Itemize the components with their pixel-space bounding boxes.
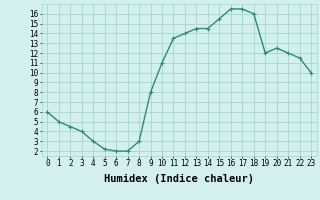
X-axis label: Humidex (Indice chaleur): Humidex (Indice chaleur) [104,174,254,184]
